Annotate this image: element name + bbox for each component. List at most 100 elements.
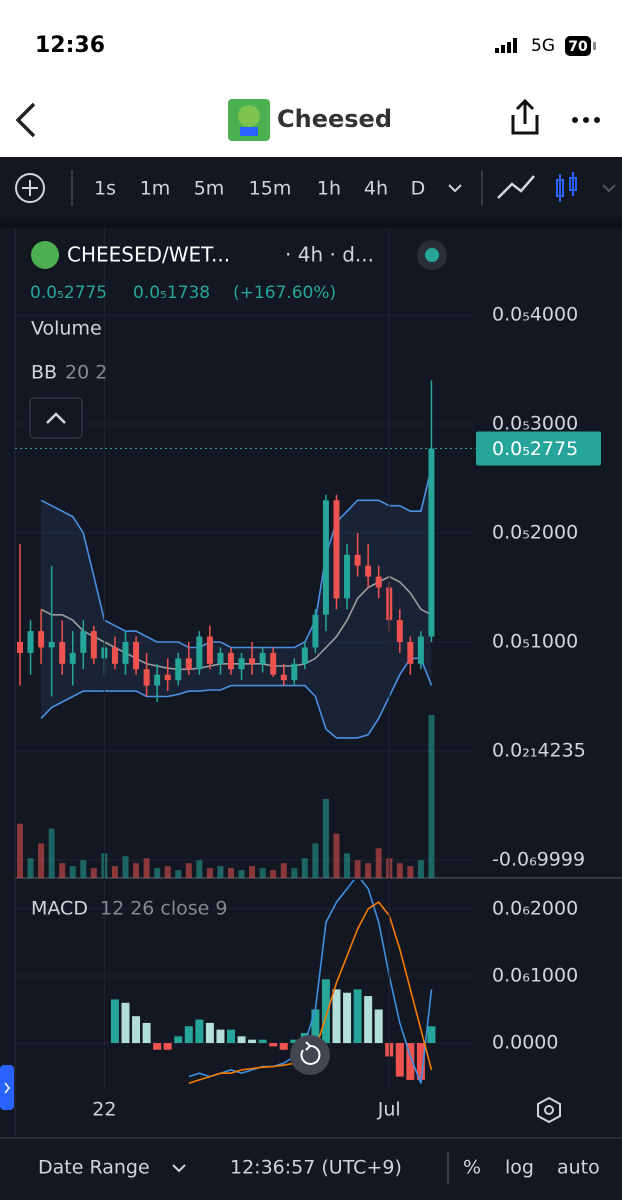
macd-histogram-bar (227, 1029, 235, 1044)
macd-histogram-bar (237, 1036, 246, 1044)
candle-body (90, 631, 97, 659)
volume-bar (322, 798, 329, 878)
auto-toggle[interactable]: auto (557, 1157, 600, 1179)
candle-body (175, 658, 182, 681)
interval-button[interactable]: D (411, 178, 426, 200)
volume-bar (122, 856, 129, 878)
macd-histogram-bar (174, 1036, 183, 1044)
candle-body (428, 448, 435, 637)
interval-button[interactable]: 4h (364, 178, 388, 200)
x-tick-label: 22 (92, 1099, 116, 1121)
volume-bar (228, 868, 234, 878)
volume-label: Volume (31, 318, 102, 340)
candle-body (322, 500, 329, 615)
candle-body (133, 642, 140, 670)
reset-icon (300, 1041, 321, 1065)
volume-bar (27, 858, 34, 878)
candle-body (196, 636, 203, 670)
candle-body (143, 669, 150, 686)
line-type-button[interactable] (497, 175, 535, 199)
back-button[interactable] (15, 102, 36, 138)
battery-level: 70 (568, 39, 588, 55)
macd-histogram-bar (353, 989, 362, 1044)
volume-bar (206, 868, 213, 878)
macd-histogram-bar (163, 1043, 172, 1050)
interval-button[interactable]: 15m (249, 178, 292, 200)
macd-histogram-bar (248, 1039, 257, 1044)
more-button[interactable] (572, 117, 600, 123)
volume-bar (17, 823, 23, 878)
candle-body (27, 631, 34, 653)
nav-title: Cheesed (277, 105, 392, 133)
bb-middle (40, 575, 432, 671)
candle-type-button[interactable] (556, 172, 577, 202)
volume-bar (407, 866, 414, 878)
reset-button[interactable] (290, 1035, 330, 1075)
volume-bar (396, 863, 403, 878)
macd-histogram-bar (269, 1043, 278, 1047)
top-bg (0, 0, 622, 157)
volume-bar (375, 848, 382, 878)
battery-body (565, 36, 591, 56)
candle-body (270, 652, 277, 675)
y-tick-label: 0.0₅1000 (492, 631, 578, 653)
macd-histogram-bar (364, 996, 373, 1044)
macd-histogram-bar (332, 989, 341, 1044)
candle-body (164, 674, 171, 681)
settings-button[interactable] (537, 1096, 561, 1124)
percent-toggle[interactable]: % (463, 1157, 481, 1179)
macd-histogram-bar (374, 1009, 383, 1044)
candle-body (344, 554, 351, 599)
interval-more[interactable] (448, 184, 462, 193)
candle-body (301, 647, 308, 664)
candle-body (417, 636, 424, 664)
candle-body (312, 614, 319, 648)
y-tick-label: 0.0₅3000 (492, 412, 578, 434)
candle-body (59, 642, 66, 664)
interval-button[interactable]: 5m (194, 178, 225, 200)
signal-icon (495, 38, 517, 53)
side-tab[interactable] (0, 1065, 14, 1110)
macd-histogram-bar (406, 1043, 415, 1080)
candle-body (407, 642, 414, 664)
macd-histogram-bar (153, 1043, 162, 1050)
volume-bar (59, 863, 66, 878)
interval-button[interactable]: 1s (94, 178, 116, 200)
pair-name: CHEESED/WET... (67, 243, 230, 267)
candle-body (111, 647, 118, 664)
x-tick-label: Jul (377, 1099, 401, 1121)
log-toggle[interactable]: log (505, 1157, 534, 1179)
volume-bar (259, 868, 266, 878)
candle-body (396, 620, 403, 643)
candle-body (365, 565, 372, 577)
date-range-chevron (172, 1164, 186, 1173)
y-tick-label: 0.0₅2000 (492, 521, 578, 543)
collapse-button[interactable] (29, 397, 83, 439)
macd-histogram-bar (216, 1029, 225, 1044)
divider (0, 219, 622, 228)
macd-tick-label: 0.0₆1000 (492, 964, 578, 986)
share-button[interactable] (511, 98, 539, 135)
candle-body (122, 642, 129, 664)
macd-histogram-bar (121, 1002, 130, 1044)
last-price-label: 0.0₅2775 (492, 438, 578, 460)
macd-histogram-bar (132, 1016, 141, 1044)
candle-body (354, 554, 361, 566)
volume-bar (111, 866, 118, 878)
candle-body (280, 674, 287, 681)
volume-bar (312, 843, 319, 878)
macd-histogram-bar (343, 992, 352, 1044)
macd-histogram-bar (142, 1022, 151, 1044)
candle-body (259, 652, 266, 664)
chart-type-more[interactable] (602, 184, 616, 193)
volume-bar (428, 715, 435, 878)
y-tick-label: -0.0₆9999 (492, 849, 585, 871)
interval-button[interactable]: 1m (140, 178, 171, 200)
macd-histogram-bar (321, 979, 330, 1044)
interval-button[interactable]: 1h (317, 178, 341, 200)
date-range[interactable]: Date Range (38, 1157, 150, 1179)
add-button[interactable] (15, 173, 45, 203)
macd-pane (15, 880, 475, 1085)
candle-body (185, 658, 192, 670)
macd-histogram-bar (205, 1022, 214, 1044)
